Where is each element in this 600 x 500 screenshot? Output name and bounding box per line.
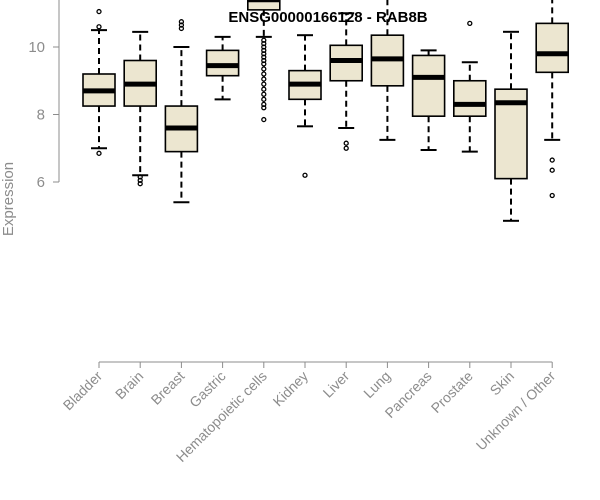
outlier-point xyxy=(343,145,349,151)
box-kidney xyxy=(288,34,322,178)
outlier-point xyxy=(261,116,267,123)
outlier-point xyxy=(343,140,349,146)
outlier-point xyxy=(261,76,267,82)
outlier-point xyxy=(549,167,555,173)
x-tick-label: Prostate xyxy=(428,368,476,416)
box-unknown-other xyxy=(535,0,570,199)
outlier-point xyxy=(261,37,267,43)
x-tick-label: Kidney xyxy=(270,368,312,410)
outlier-point xyxy=(137,174,143,180)
box-iqr xyxy=(411,54,446,117)
outlier-point xyxy=(96,24,102,30)
y-axis: 68101214 xyxy=(28,0,60,191)
x-tick-label: Lung xyxy=(360,368,393,401)
box-pancreas xyxy=(411,49,446,151)
box-breast xyxy=(164,19,199,204)
x-tick-label: Breast xyxy=(148,368,188,408)
outlier-point xyxy=(96,8,102,15)
outlier-point xyxy=(261,86,267,92)
box-hematopoietic-cells xyxy=(247,0,281,123)
outlier-point xyxy=(96,150,102,156)
box-bladder xyxy=(82,8,116,156)
x-tick-label: Skin xyxy=(487,368,518,399)
y-tick-label: 6 xyxy=(37,174,45,191)
box-prostate xyxy=(452,20,487,153)
box-iqr xyxy=(329,44,364,82)
box-brain xyxy=(123,30,157,187)
outlier-point xyxy=(467,20,473,27)
outlier-point xyxy=(549,157,555,163)
box-iqr xyxy=(452,79,487,117)
y-axis-label: Expression xyxy=(0,162,17,236)
outlier-point xyxy=(261,81,267,87)
outlier-point xyxy=(261,101,267,108)
x-tick-label: Bladder xyxy=(60,368,106,414)
outlier-point xyxy=(261,66,267,72)
outlier-point xyxy=(261,91,267,97)
outlier-point xyxy=(261,71,267,77)
x-tick-label: Brain xyxy=(112,368,146,402)
boxes xyxy=(82,0,570,222)
chart-title: ENSG00000166128 - RAB8B xyxy=(228,9,427,26)
outlier-point xyxy=(178,19,185,25)
box-skin xyxy=(494,30,528,222)
y-tick-label: 8 xyxy=(37,107,45,124)
box-iqr xyxy=(535,22,570,74)
outlier-point xyxy=(549,192,555,199)
box-lung xyxy=(370,0,405,141)
box-gastric xyxy=(205,35,240,101)
outlier-point xyxy=(302,172,308,178)
outlier-point xyxy=(261,96,267,102)
x-tick-label: Liver xyxy=(320,368,353,401)
box-iqr xyxy=(205,49,240,77)
y-tick-label: 10 xyxy=(28,39,45,56)
box-liver xyxy=(329,12,364,151)
